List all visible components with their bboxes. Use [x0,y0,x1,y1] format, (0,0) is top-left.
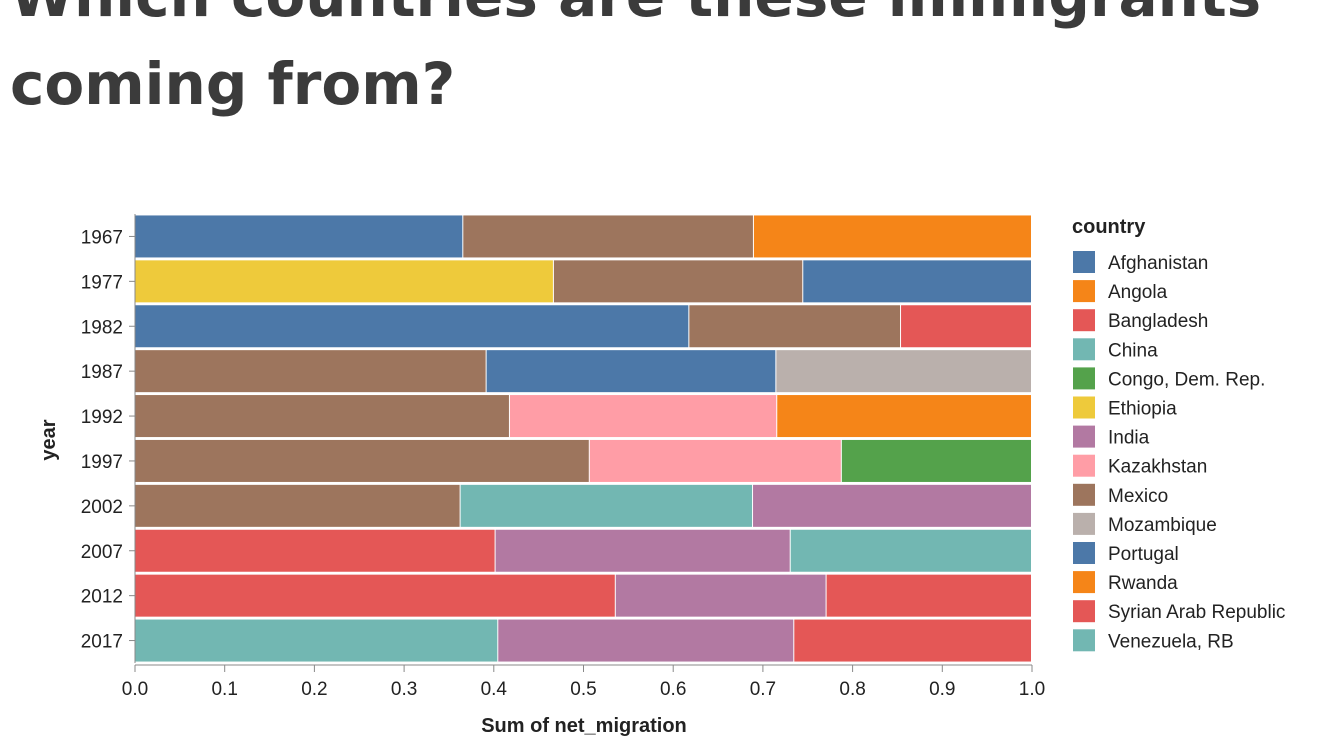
bar-segment-2017-syrian-arab-republic [794,619,1031,662]
legend-label: Congo, Dem. Rep. [1108,369,1265,390]
bar-segment-2007-china [790,529,1031,572]
legend-label: Venezuela, RB [1108,631,1234,652]
x-tick-label: 0.9 [929,679,955,700]
legend: country Afghanistan Angola Bangladesh China… [1072,216,1285,652]
y-tick-label: 2007 [81,542,123,563]
y-axis: 1967 1977 1982 1987 1992 1997 2002 2007 2012 2017 [81,214,136,663]
page-title: Which countries are these immigrants com… [10,0,1261,118]
bar-segment-2002-mexico [135,484,460,527]
legend-label: Bangladesh [1108,311,1208,332]
legend-label: Rwanda [1108,573,1178,594]
bar-segment-1987-mozambique [776,350,1031,393]
bar-segment-1967-angola [753,215,1031,258]
bar-segment-2012-india [615,574,826,617]
bar-segment-1997-kazakhstan [589,439,841,482]
y-tick-label: 1982 [81,317,123,338]
legend-swatch [1073,542,1095,564]
legend-swatch [1073,367,1095,390]
bar-segment-1992-rwanda [777,395,1031,438]
bar-segment-1977-mexico [553,260,803,303]
legend-swatch [1073,425,1095,448]
legend-swatch [1073,251,1095,273]
legend-swatch [1073,600,1095,623]
legend-label: China [1108,340,1158,361]
bar-segment-2002-china [460,484,753,527]
y-tick-label: 1992 [81,407,123,428]
x-tick-label: 0.8 [839,679,865,700]
bar-segment-2007-bangladesh [135,529,495,572]
legend-swatch [1073,338,1095,361]
bar-segment-1982-bangladesh [901,305,1031,348]
bar-segment-1977-ethiopia [135,260,553,303]
legend-swatch [1073,280,1095,303]
legend-label: Mexico [1108,486,1168,507]
x-tick-label: 0.7 [750,679,776,700]
bar-segment-1987-mexico [135,350,486,393]
bar-segment-2017-china [135,619,498,662]
bar-segment-1982-mexico [689,305,901,348]
bar-segment-2007-india [495,529,790,572]
legend-swatch [1073,629,1095,652]
bar-segment-2002-india [753,484,1031,527]
x-axis-title: Sum of net_migration [481,715,687,737]
legend-label: Syrian Arab Republic [1108,602,1285,623]
y-tick-label: 1997 [81,452,123,473]
legend-swatch [1073,571,1095,594]
bar-segment-1977-afghanistan [803,260,1031,303]
x-tick-label: 0.0 [122,679,148,700]
legend-label: Portugal [1108,544,1179,565]
bar-segment-1967-portugal [135,215,463,258]
bars-group [135,215,1031,662]
legend-label: India [1108,428,1150,449]
legend-swatch [1073,483,1095,506]
bar-segment-1967-mexico [463,215,753,258]
legend-label: Angola [1108,282,1168,303]
legend-label: Ethiopia [1108,399,1177,420]
bar-segment-2012-syrian-arab-republic [826,574,1031,617]
bar-segment-1997-mexico [135,439,589,482]
bar-segment-2012-bangladesh [135,574,615,617]
legend-swatch [1073,512,1095,535]
bar-segment-1987-afghanistan [486,350,776,393]
x-tick-label: 0.4 [481,679,508,700]
y-tick-label: 1977 [81,272,123,293]
y-tick-label: 2002 [81,497,123,518]
legend-swatch [1073,396,1095,419]
legend-label: Kazakhstan [1108,457,1207,478]
y-tick-label: 2012 [81,587,123,608]
bar-segment-1982-afghanistan [135,305,689,348]
x-tick-label: 0.2 [301,679,327,700]
x-tick-label: 0.1 [211,679,237,700]
legend-title: country [1072,216,1146,238]
y-axis-title: year [38,419,60,460]
bar-segment-1992-kazakhstan [509,395,777,438]
legend-swatch [1073,309,1095,332]
bar-segment-1997-congo-dem-rep- [841,439,1031,482]
x-tick-label: 1.0 [1019,679,1045,700]
bar-segment-2017-india [498,619,794,662]
x-axis: 0.0 0.1 0.2 0.3 0.4 0.5 0.6 0.7 0.8 0.9 1.0 [122,664,1045,700]
legend-swatch [1073,454,1095,477]
y-tick-label: 1967 [81,227,123,248]
y-tick-label: 2017 [81,632,123,653]
y-tick-label: 1987 [81,362,123,383]
x-tick-label: 0.5 [570,679,596,700]
x-tick-label: 0.6 [660,679,686,700]
bar-segment-1992-mexico [135,395,509,438]
legend-label: Afghanistan [1108,253,1208,274]
legend-label: Mozambique [1108,515,1217,536]
x-tick-label: 0.3 [391,679,417,700]
